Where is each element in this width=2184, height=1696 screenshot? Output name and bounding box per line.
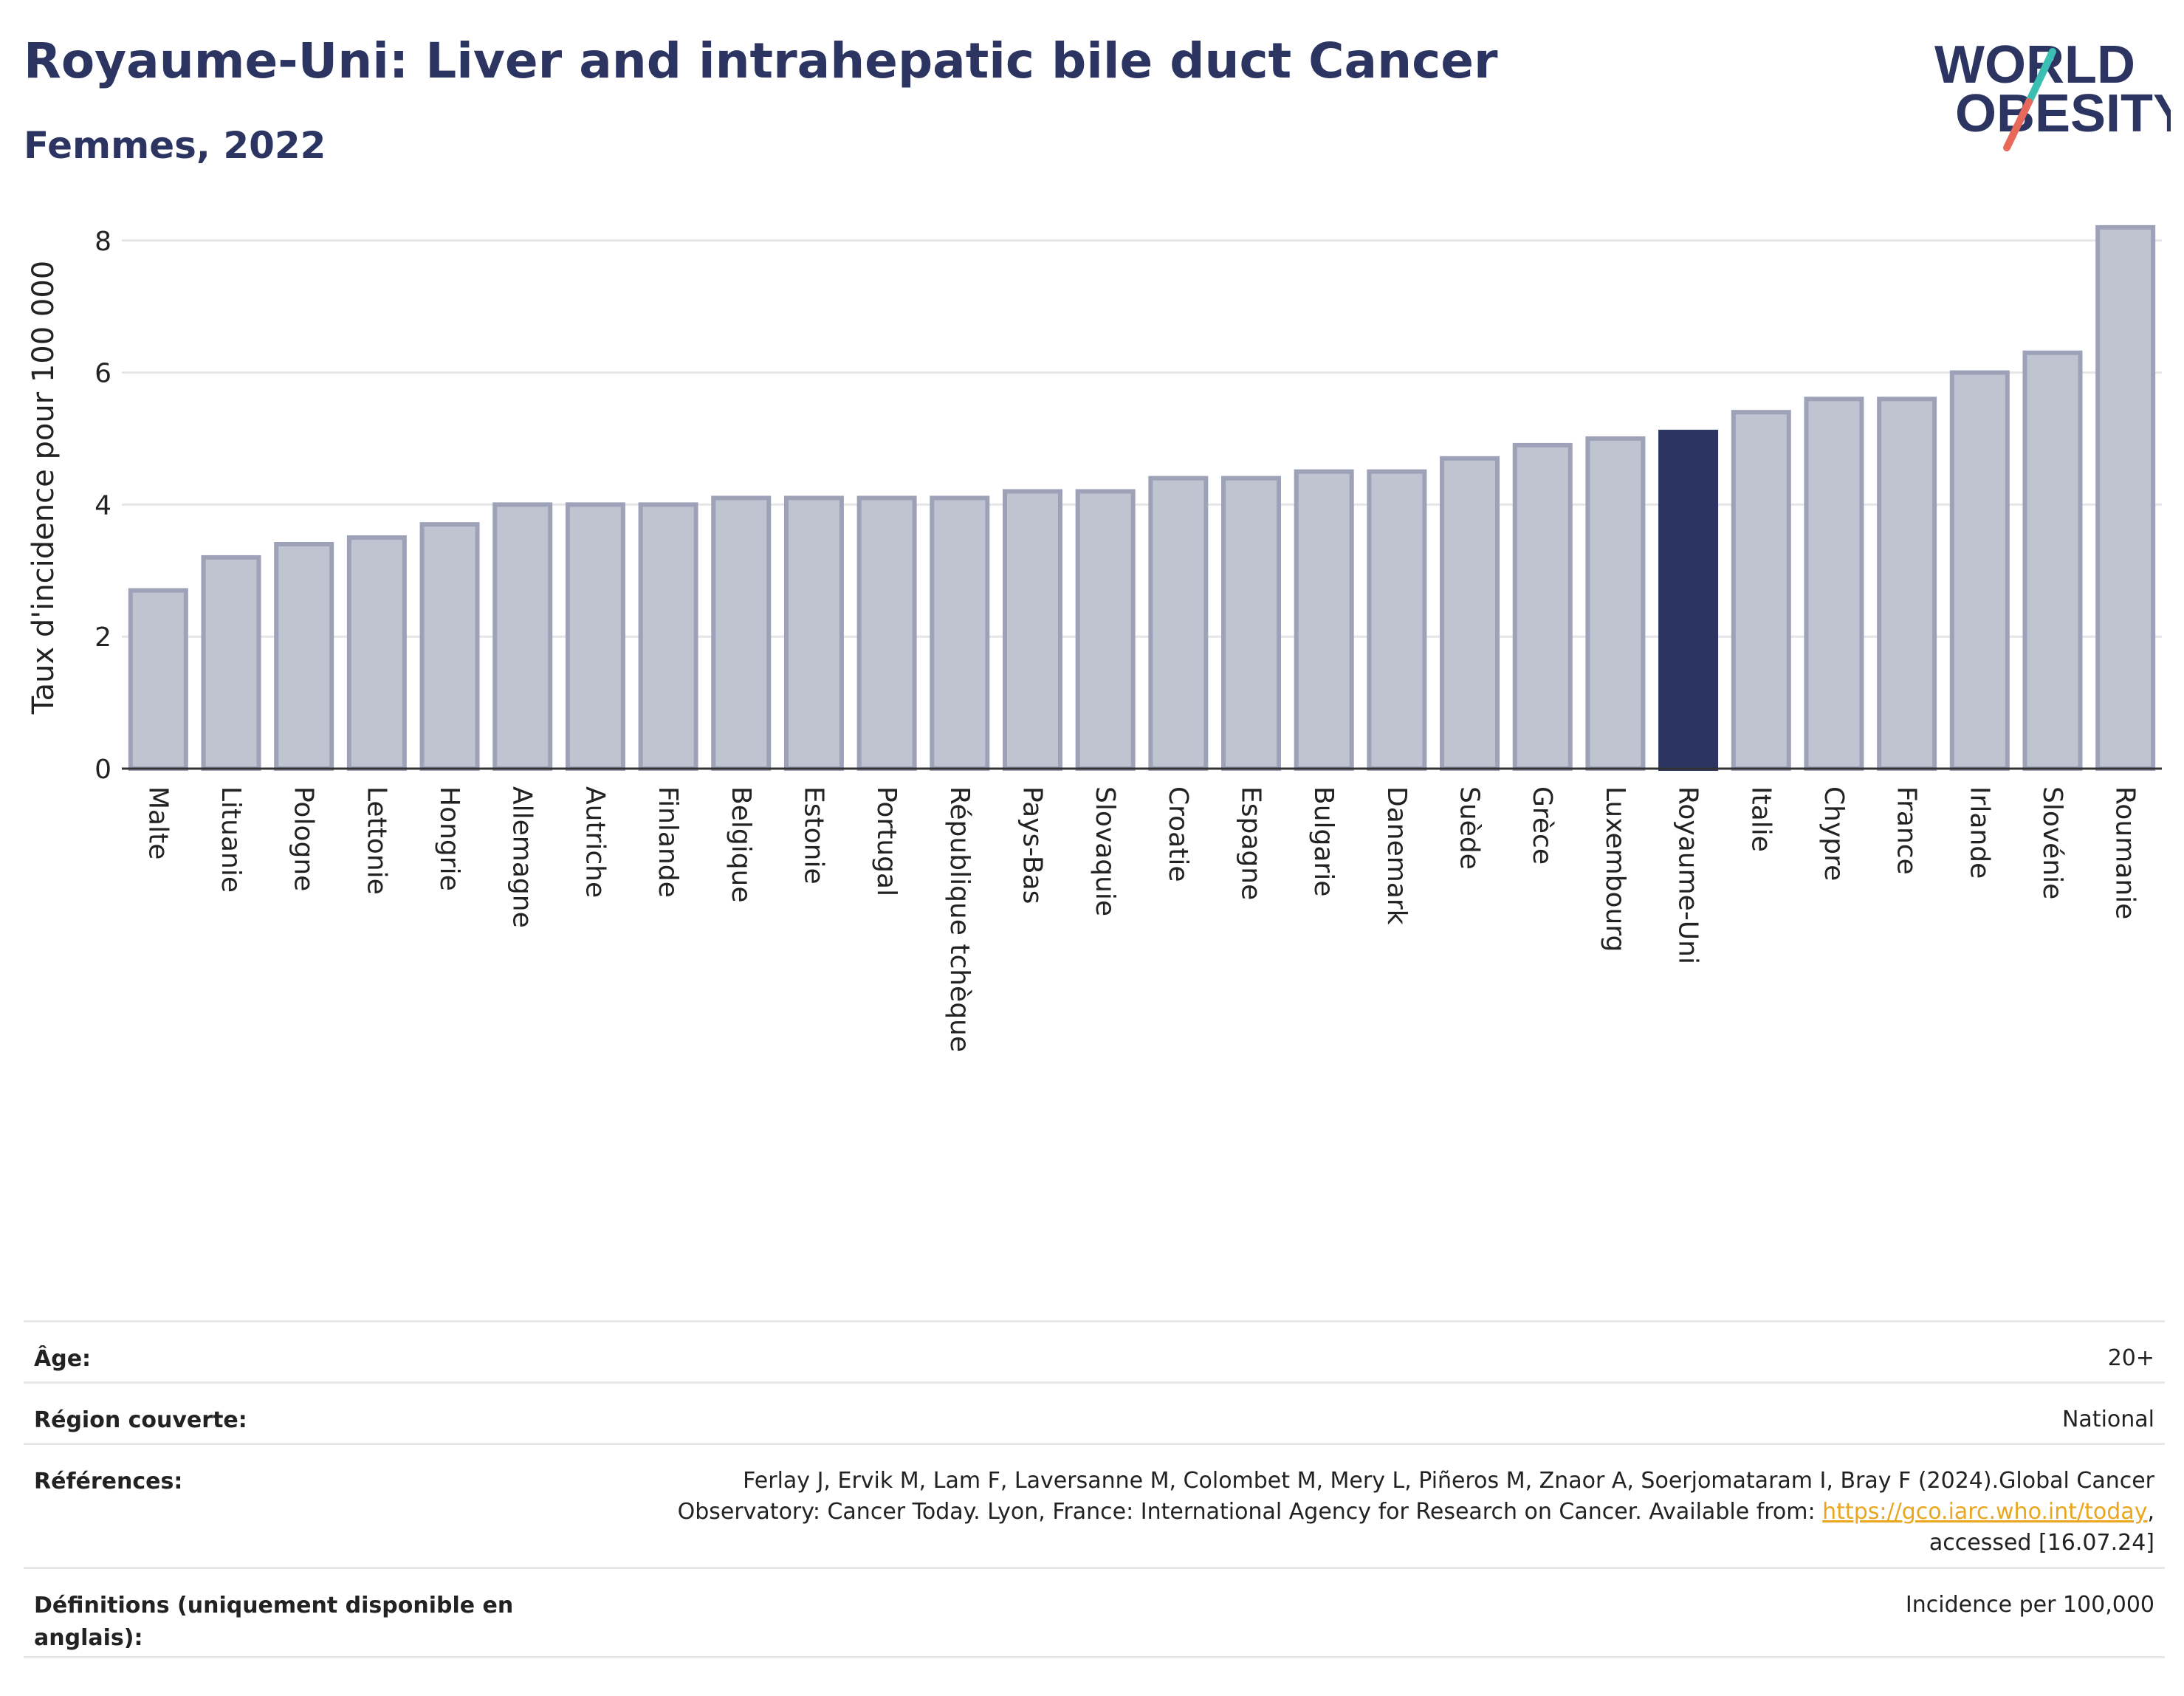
x-tick-label: Irlande — [1964, 786, 1994, 879]
x-tick-label: Espagne — [1236, 786, 1266, 900]
bar-belgique — [711, 495, 772, 771]
logo-slash-top — [2025, 48, 2056, 106]
x-tick-label: Belgique — [726, 786, 756, 903]
info-row-age: Âge: 20+ — [24, 1320, 2165, 1381]
bar-croatie — [1148, 476, 1209, 771]
x-tick-label: Danemark — [1381, 786, 1412, 925]
bar-allemagne — [492, 502, 553, 772]
bar-bulgarie — [1294, 469, 1354, 772]
bar-chart: 0 2 4 6 8 Malte Lituanie Pologne Lettonie Hongri… — [27, 224, 2162, 1052]
bar-royaume-uni — [1658, 430, 1719, 771]
bar-république-tchèque — [930, 495, 990, 771]
info-label-references: Références: — [34, 1469, 183, 1494]
info-value-references: Ferlay J, Ervik M, Lam F, Laversanne M, … — [604, 1466, 2154, 1567]
bar-estonie — [783, 495, 844, 771]
info-row-references: Références: Ferlay J, Ervik M, Lam F, La… — [24, 1443, 2165, 1567]
bar-lituanie — [201, 555, 261, 772]
bar-italie — [1731, 410, 1791, 771]
y-tick-label: 8 — [95, 227, 111, 257]
bar-pays-bas — [1002, 489, 1062, 771]
bar-malte — [128, 588, 188, 771]
x-tick-label: Royaume-Uni — [1673, 786, 1703, 964]
bar-grèce — [1512, 442, 1573, 772]
reference-link[interactable]: https://gco.iarc.who.int/today — [1822, 1499, 2148, 1525]
x-tick-labels: Malte Lituanie Pologne Lettonie Hongrie Allem… — [142, 786, 2140, 1052]
x-tick-label: Malte — [142, 786, 173, 859]
info-label-age: Âge: — [34, 1346, 92, 1372]
bar-luxembourg — [1585, 436, 1646, 771]
y-tick-label: 0 — [95, 755, 111, 785]
x-tick-label: République tchèque — [944, 786, 975, 1052]
x-tick-label: Allemagne — [507, 786, 538, 928]
y-tick-label: 2 — [95, 622, 111, 653]
y-tick-labels: 0 2 4 6 8 — [95, 227, 111, 785]
bar-france — [1877, 396, 1937, 771]
y-tick-label: 4 — [95, 490, 111, 521]
world-obesity-logo: WORLD OBESITY — [1934, 35, 2171, 151]
x-tick-label: Portugal — [871, 786, 902, 896]
bar-portugal — [856, 495, 917, 771]
bar-irlande — [1949, 370, 2010, 772]
x-tick-label: Lettonie — [361, 786, 391, 895]
bar-autriche — [565, 502, 625, 772]
y-tick-label: 6 — [95, 359, 111, 389]
bar-slovaquie — [1075, 489, 1136, 771]
info-value-age: 20+ — [2107, 1345, 2154, 1371]
info-value-definitions: Incidence per 100,000 — [1905, 1592, 2154, 1618]
info-row-definitions: Définitions (uniquement disponible en an… — [24, 1567, 2165, 1658]
bar-lettonie — [346, 535, 407, 771]
x-tick-label: Estonie — [798, 786, 828, 885]
bar-chypre — [1804, 396, 1864, 771]
logo-word-obesity: OBESITY — [1955, 84, 2171, 143]
x-tick-label: Pologne — [289, 786, 319, 891]
x-tick-label: Finlande — [653, 786, 683, 898]
reference-accessed: , accessed [16.07.24] — [1929, 1499, 2154, 1556]
bar-roumanie — [2095, 224, 2156, 771]
info-row-region: Région couverte: National — [24, 1381, 2165, 1443]
bar-pologne — [274, 542, 334, 771]
bar-slovénie — [2022, 350, 2083, 771]
x-tick-label: Italie — [1745, 786, 1776, 852]
x-tick-label: Pays-Bas — [1017, 786, 1047, 904]
x-tick-label: Chypre — [1819, 786, 1849, 881]
bar-suède — [1440, 456, 1500, 771]
x-tick-label: Hongrie — [434, 786, 464, 891]
x-tick-label: Slovaquie — [1090, 786, 1120, 916]
x-tick-label: Lituanie — [216, 786, 246, 893]
x-tick-label: Slovénie — [2037, 786, 2067, 899]
reference-text: Ferlay J, Ervik M, Lam F, Laversanne M, … — [677, 1468, 2154, 1525]
x-tick-label: Grèce — [1527, 786, 1557, 865]
chart-subtitle: Femmes, 2022 — [24, 124, 326, 167]
x-tick-label: Luxembourg — [1600, 786, 1630, 952]
bar-hongrie — [419, 522, 480, 771]
bars — [128, 224, 2156, 772]
y-axis-label: Taux d'incidence pour 100 000 — [27, 261, 61, 715]
x-tick-label: Suède — [1455, 786, 1485, 870]
x-tick-label: Autriche — [580, 786, 610, 898]
x-tick-label: Croatie — [1163, 786, 1193, 882]
x-tick-label: Bulgarie — [1308, 786, 1339, 896]
bar-finlande — [638, 502, 698, 772]
info-table: Âge: 20+ Région couverte: National Référ… — [24, 1320, 2165, 1658]
info-label-definitions: Définitions (uniquement disponible en an… — [34, 1593, 514, 1651]
bar-espagne — [1221, 476, 1282, 771]
info-value-region: National — [2061, 1407, 2154, 1432]
info-label-region: Région couverte: — [34, 1407, 247, 1433]
bar-danemark — [1367, 469, 1427, 772]
x-tick-label: France — [1892, 786, 1922, 875]
chart-title: Royaume-Uni: Liver and intrahepatic bile… — [24, 32, 1498, 89]
x-tick-label: Roumanie — [2110, 786, 2140, 919]
logo-slash-bottom — [2003, 98, 2033, 151]
